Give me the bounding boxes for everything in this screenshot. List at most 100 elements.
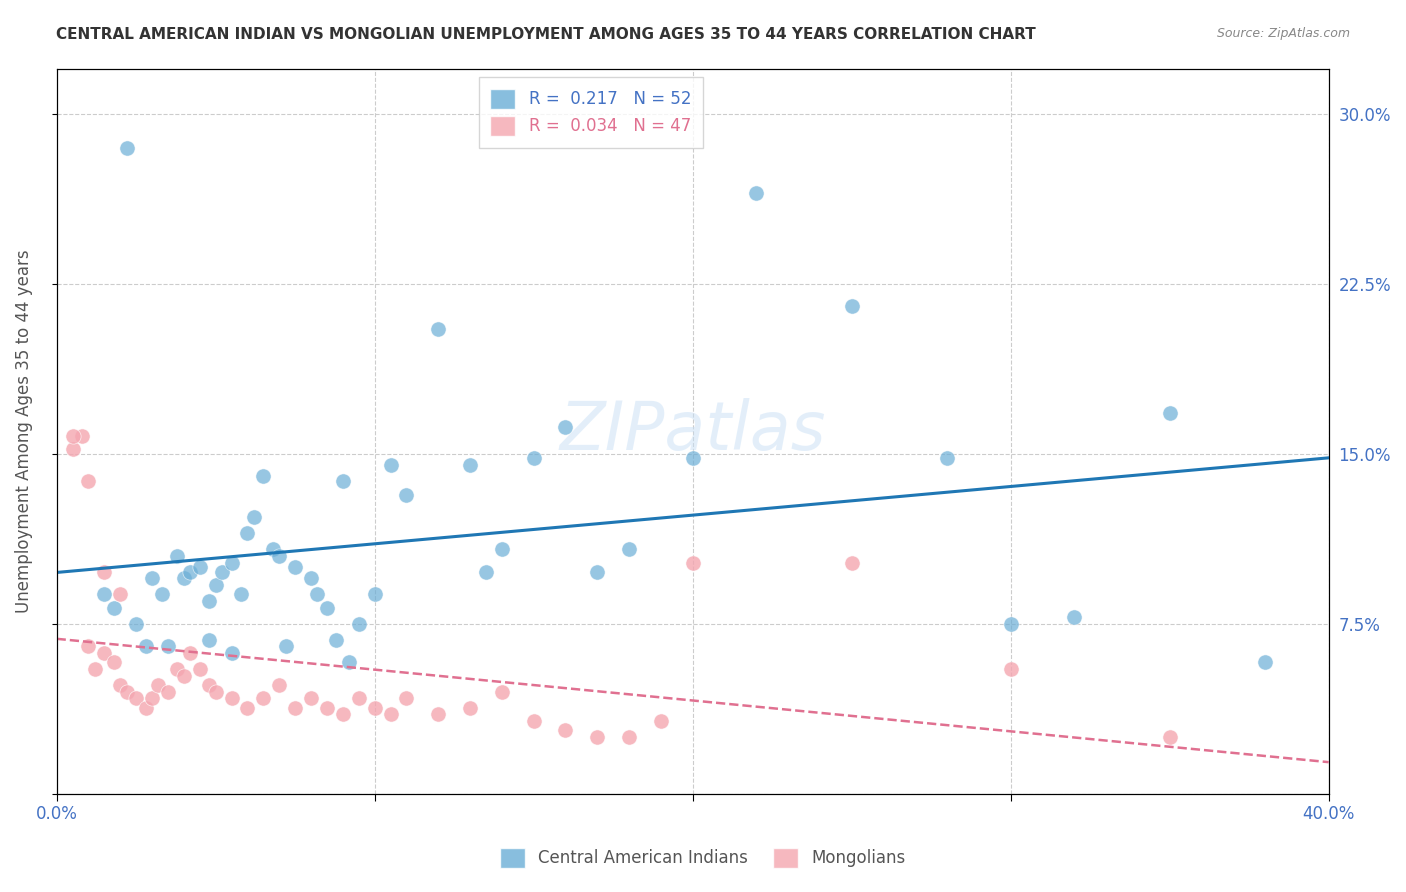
Point [745,186,768,201]
Legend: R =  0.217   N = 52, R =  0.034   N = 47: R = 0.217 N = 52, R = 0.034 N = 47 [479,77,703,147]
Point [103,600,125,615]
Point [395,487,418,501]
Point [156,640,179,654]
Point [115,141,138,155]
Point [1000,616,1022,631]
Point [141,571,163,585]
Point [93,565,115,579]
Point [363,700,385,714]
Point [274,640,297,654]
Point [523,451,546,466]
Point [269,549,291,563]
Point [491,684,513,698]
Point [586,730,609,744]
Point [150,587,173,601]
Point [115,684,138,698]
Point [77,640,100,654]
Point [841,556,863,570]
Point [204,684,226,698]
Point [62,428,84,442]
Point [221,691,243,706]
Point [1254,655,1277,669]
Text: ZIPatlas: ZIPatlas [560,398,825,464]
Point [188,662,211,676]
Point [284,560,307,574]
Point [83,662,105,676]
Point [316,600,339,615]
Point [682,556,704,570]
Point [262,541,284,556]
Text: Source: ZipAtlas.com: Source: ZipAtlas.com [1216,27,1350,40]
Point [299,571,322,585]
Point [316,700,339,714]
Point [252,691,274,706]
Point [236,526,259,541]
Point [523,714,546,728]
Point [491,541,513,556]
Point [554,723,576,738]
Point [332,474,354,488]
Point [179,646,201,660]
Point [77,474,100,488]
Point [284,700,307,714]
Point [936,451,959,466]
Point [458,700,481,714]
Point [554,419,576,434]
Point [173,669,195,683]
Point [363,587,385,601]
Point [179,565,201,579]
Point [93,587,115,601]
Point [1063,610,1085,624]
Point [93,646,115,660]
Point [337,655,360,669]
Point [347,691,370,706]
Point [110,587,132,601]
Point [307,587,329,601]
Point [188,560,211,574]
Point [229,587,252,601]
Point [166,662,188,676]
Point [204,578,226,592]
Point [427,322,450,336]
Point [617,541,640,556]
Point [682,451,704,466]
Point [841,300,863,314]
Point [198,594,221,608]
Point [135,700,157,714]
Point [110,678,132,692]
Point [299,691,322,706]
Point [166,549,188,563]
Point [617,730,640,744]
Point [125,616,148,631]
Point [269,678,291,692]
Point [1159,406,1181,420]
Point [1159,730,1181,744]
Point [211,565,233,579]
Point [325,632,347,647]
Point [70,428,93,442]
Point [380,707,402,722]
Point [252,469,274,483]
Point [198,632,221,647]
Point [236,700,259,714]
Point [221,556,243,570]
Point [156,684,179,698]
Point [347,616,370,631]
Point [475,565,498,579]
Text: CENTRAL AMERICAN INDIAN VS MONGOLIAN UNEMPLOYMENT AMONG AGES 35 TO 44 YEARS CORR: CENTRAL AMERICAN INDIAN VS MONGOLIAN UNE… [56,27,1036,42]
Point [242,510,264,524]
Point [62,442,84,457]
Point [427,707,450,722]
Y-axis label: Unemployment Among Ages 35 to 44 years: Unemployment Among Ages 35 to 44 years [15,249,32,613]
Point [103,655,125,669]
Point [198,678,221,692]
Point [148,678,170,692]
Point [1000,662,1022,676]
Point [650,714,672,728]
Point [395,691,418,706]
Point [332,707,354,722]
Point [221,646,243,660]
Point [586,565,609,579]
Point [173,571,195,585]
Legend: Central American Indians, Mongolians: Central American Indians, Mongolians [494,841,912,875]
